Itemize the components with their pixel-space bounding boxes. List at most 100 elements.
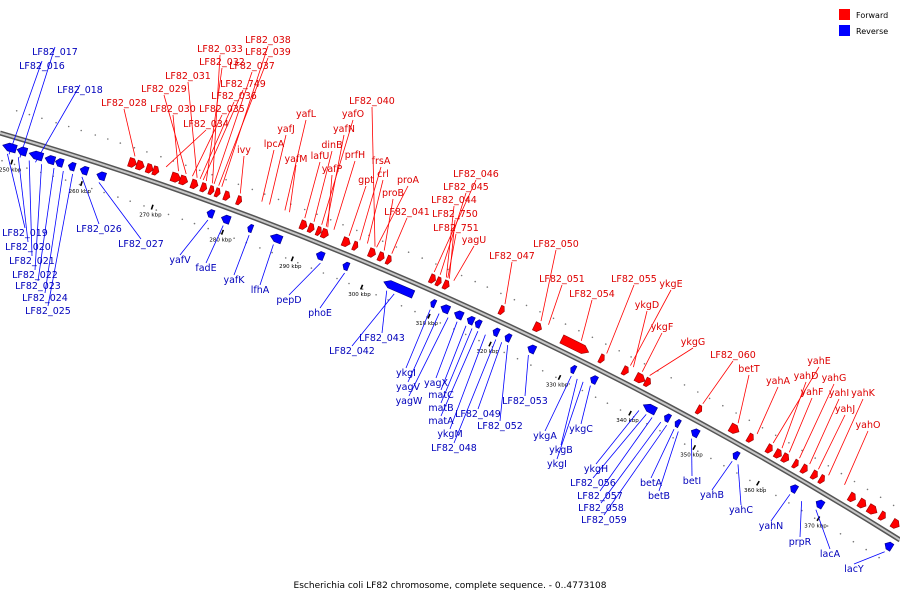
tick-label: 370 kbp xyxy=(804,523,827,529)
gene-label: LF82_023 xyxy=(15,281,61,292)
leader-line xyxy=(641,332,663,372)
gene-label: pepD xyxy=(276,295,301,306)
forward-gene-arrow xyxy=(351,240,359,251)
gene-label: LF82_036 xyxy=(211,91,257,102)
gene-label: LF82_059 xyxy=(581,515,627,526)
track-dot xyxy=(160,155,162,158)
reverse-gene-arrow xyxy=(504,333,513,343)
leader-line xyxy=(440,328,473,404)
forward-gene-arrow xyxy=(207,185,215,196)
gene-label: dinB xyxy=(321,140,342,151)
gene-label: yahK xyxy=(851,388,875,399)
leader-line xyxy=(37,168,55,282)
track-dot xyxy=(788,442,790,444)
gene-label: yagV xyxy=(396,382,420,393)
leader-line xyxy=(172,114,179,172)
leader-line xyxy=(560,378,578,446)
gene-label: LF82_052 xyxy=(477,421,523,432)
leader-line xyxy=(17,157,29,243)
leader-line xyxy=(440,325,467,391)
reverse-gene-arrow xyxy=(383,280,416,299)
leader-line xyxy=(809,398,840,465)
reverse-gene-arrow xyxy=(790,484,800,494)
reverse-gene-arrow xyxy=(269,233,284,245)
leader-line xyxy=(439,192,467,275)
reverse-gene-arrow xyxy=(642,403,658,416)
gene-label: lacA xyxy=(820,549,841,560)
track-dot xyxy=(310,267,313,269)
reverse-gene-arrow xyxy=(474,319,483,329)
leader-line xyxy=(453,339,497,444)
forward-gene-arrow xyxy=(817,473,825,484)
gene-label: LF82_038 xyxy=(245,35,291,46)
track-dot xyxy=(878,556,880,559)
chromosome-backbone xyxy=(0,130,900,543)
gene-label: ykgI xyxy=(396,368,416,379)
leader-line xyxy=(165,129,207,168)
leader-line xyxy=(737,464,742,506)
gene-label: ykgA xyxy=(533,431,557,442)
gene-label: LF82_034 xyxy=(183,119,229,130)
gene-label: LF82_037 xyxy=(229,61,275,72)
track-dot xyxy=(439,322,442,324)
track-dot xyxy=(500,292,502,295)
track-dot xyxy=(348,282,350,285)
track-dot xyxy=(1,159,3,162)
leader-line xyxy=(580,385,591,425)
leader-line xyxy=(233,235,250,276)
leader-line xyxy=(633,310,648,368)
reverse-gene-arrow xyxy=(28,150,45,162)
leader-line xyxy=(606,284,635,354)
track-dot xyxy=(683,443,686,445)
leader-line xyxy=(600,421,662,504)
tick-label: 280 kbp xyxy=(209,237,232,243)
gene-label: yagW xyxy=(396,396,423,407)
gene-label: LF82_018 xyxy=(57,85,103,96)
leader-line xyxy=(407,313,440,383)
leader-line xyxy=(650,429,675,479)
forward-gene-arrow xyxy=(694,404,703,415)
gene-label: LF82_031 xyxy=(165,71,211,82)
leader-line xyxy=(556,381,584,460)
forward-gene-arrow xyxy=(134,159,145,171)
gene-label: yafL xyxy=(296,109,317,120)
forward-gene-arrow xyxy=(877,510,886,521)
gene-label: yafM xyxy=(285,154,308,165)
forward-gene-arrow xyxy=(727,422,740,434)
track-dot xyxy=(297,261,299,264)
forward-gene-arrow xyxy=(809,469,818,480)
leader-line xyxy=(8,60,43,155)
gene-label: LF82_057 xyxy=(577,491,623,502)
reverse-gene-arrow xyxy=(570,364,578,375)
forward-gene-arrow xyxy=(620,365,629,376)
gene-label: LF82_051 xyxy=(539,274,585,285)
track-dot xyxy=(107,138,109,140)
forward-gene-arrow xyxy=(314,225,322,236)
gene-label: ykgH xyxy=(584,464,608,475)
tick-mark xyxy=(557,374,562,381)
leader-line xyxy=(799,383,835,459)
track-dot xyxy=(181,218,184,221)
track-dot xyxy=(271,251,273,254)
track-dot xyxy=(748,419,751,422)
gene-label: LF82_032 xyxy=(199,57,245,68)
track-dot xyxy=(414,310,416,313)
gene-label: yahE xyxy=(807,356,830,367)
forward-gene-arrow xyxy=(340,236,351,248)
gene-label: prpR xyxy=(789,537,812,548)
leader-line xyxy=(269,134,287,205)
track-dot xyxy=(486,286,489,288)
gene-label: LF82_042 xyxy=(329,346,375,357)
gene-label: LF82_751 xyxy=(433,223,479,234)
leader-line xyxy=(818,414,846,470)
track-dot xyxy=(143,205,145,207)
forward-gene-arrow xyxy=(497,304,505,316)
track-dot xyxy=(503,351,506,354)
track-dot xyxy=(775,494,777,497)
reverse-gene-arrow xyxy=(342,261,351,272)
track-dot xyxy=(329,219,332,221)
forward-gene-arrow xyxy=(642,376,651,388)
track-dot xyxy=(619,409,622,411)
